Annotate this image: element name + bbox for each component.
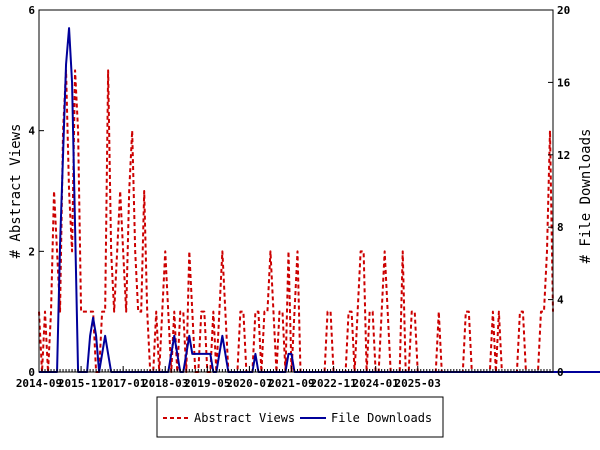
plot-frame: [38, 9, 554, 373]
y-tick-label-right: 0: [557, 366, 564, 379]
legend: Abstract Views File Downloads: [156, 396, 444, 438]
y-axis-title-left: # Abstract Views: [8, 124, 24, 259]
series-line-abstract-views: [38, 69, 554, 373]
y-tick-label-left: 6: [28, 4, 35, 17]
y-tick-label-right: 16: [557, 76, 571, 89]
legend-label-abstract-views: Abstract Views: [194, 411, 295, 425]
axes-layer: 0 2 4 6 0 4 8 12 16 20 2014-092015-112017-012018-0…: [16, 4, 571, 390]
y-tick-label-right: 8: [557, 221, 564, 234]
y-tick-label-right: 4: [557, 294, 564, 307]
x-tick-label: 2019-05: [184, 377, 230, 390]
x-tick-label: 2024-01: [352, 377, 399, 390]
y-tick-label-left: 0: [28, 366, 35, 379]
x-tick-label: 2015-11: [58, 377, 105, 390]
x-tick-label: 2021-09: [268, 377, 314, 390]
x-tick-label: 2022-11: [310, 377, 357, 390]
x-tick-label: 2014-09: [16, 377, 62, 390]
x-tick-label: 2025-03: [395, 377, 441, 390]
legend-label-file-downloads: File Downloads: [331, 411, 432, 425]
y-tick-label-left: 2: [28, 245, 35, 258]
x-tick-label: 2017-01: [100, 377, 147, 390]
y-tick-label-right: 20: [557, 4, 570, 17]
y-axis-title-right: # File Downloads: [578, 129, 594, 264]
x-tick-label: 2018-03: [142, 377, 188, 390]
x-tick-label: 2020-07: [226, 377, 272, 390]
y-tick-label-left: 4: [28, 125, 35, 138]
y-tick-label-right: 12: [557, 149, 570, 162]
